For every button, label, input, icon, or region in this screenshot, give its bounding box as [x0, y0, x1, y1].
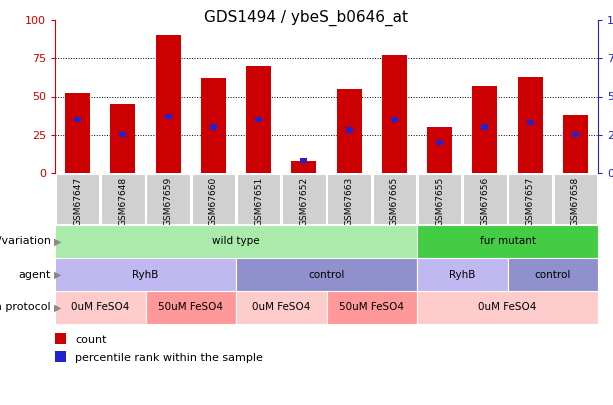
FancyBboxPatch shape — [101, 174, 145, 224]
Bar — [481, 124, 489, 130]
Text: GSM67651: GSM67651 — [254, 177, 263, 226]
Text: ▶: ▶ — [54, 237, 61, 247]
Bar — [65, 94, 90, 173]
FancyBboxPatch shape — [236, 258, 417, 291]
Text: ▶: ▶ — [54, 303, 61, 313]
FancyBboxPatch shape — [192, 174, 235, 224]
FancyBboxPatch shape — [145, 291, 236, 324]
Text: 0uM FeSO4: 0uM FeSO4 — [252, 303, 310, 313]
Bar — [165, 114, 172, 119]
Text: 50uM FeSO4: 50uM FeSO4 — [158, 303, 223, 313]
Text: GSM67665: GSM67665 — [390, 177, 399, 226]
Bar — [300, 158, 307, 164]
Bar — [255, 117, 262, 122]
Text: count: count — [75, 335, 107, 345]
FancyBboxPatch shape — [55, 258, 236, 291]
Bar — [120, 132, 126, 137]
Text: 50uM FeSO4: 50uM FeSO4 — [339, 303, 404, 313]
Text: GSM67663: GSM67663 — [345, 177, 354, 226]
FancyBboxPatch shape — [508, 174, 552, 224]
Bar — [346, 128, 352, 133]
Bar — [201, 78, 226, 173]
FancyBboxPatch shape — [55, 225, 417, 258]
FancyBboxPatch shape — [55, 291, 145, 324]
Bar — [436, 140, 443, 145]
Text: GSM67655: GSM67655 — [435, 177, 444, 226]
Bar — [518, 77, 543, 173]
Text: GSM67659: GSM67659 — [164, 177, 173, 226]
Text: control: control — [535, 269, 571, 279]
Text: RyhB: RyhB — [449, 269, 476, 279]
Bar — [391, 117, 398, 122]
Bar — [156, 35, 181, 173]
Bar — [110, 104, 135, 173]
FancyBboxPatch shape — [327, 174, 371, 224]
Text: GDS1494 / ybeS_b0646_at: GDS1494 / ybeS_b0646_at — [205, 10, 408, 26]
Bar — [210, 124, 217, 130]
Bar — [563, 115, 588, 173]
Bar — [473, 86, 497, 173]
Text: growth protocol: growth protocol — [0, 303, 51, 313]
Text: GSM67657: GSM67657 — [525, 177, 535, 226]
Text: GSM67658: GSM67658 — [571, 177, 580, 226]
Bar — [337, 89, 362, 173]
Text: 0uM FeSO4: 0uM FeSO4 — [478, 303, 537, 313]
Text: agent: agent — [18, 269, 51, 279]
Text: control: control — [308, 269, 345, 279]
Bar — [427, 127, 452, 173]
Text: genotype/variation: genotype/variation — [0, 237, 51, 247]
FancyBboxPatch shape — [56, 174, 99, 224]
FancyBboxPatch shape — [237, 174, 280, 224]
Bar — [74, 117, 81, 122]
Text: percentile rank within the sample: percentile rank within the sample — [75, 353, 263, 363]
Text: 0uM FeSO4: 0uM FeSO4 — [71, 303, 129, 313]
FancyBboxPatch shape — [327, 291, 417, 324]
FancyBboxPatch shape — [373, 174, 416, 224]
FancyBboxPatch shape — [147, 174, 190, 224]
FancyBboxPatch shape — [417, 291, 598, 324]
FancyBboxPatch shape — [508, 258, 598, 291]
Bar — [527, 120, 533, 125]
Text: ▶: ▶ — [54, 269, 61, 279]
Bar — [382, 55, 407, 173]
FancyBboxPatch shape — [417, 258, 508, 291]
Text: GSM67647: GSM67647 — [73, 177, 82, 226]
Bar — [291, 161, 316, 173]
Bar — [572, 132, 579, 137]
FancyBboxPatch shape — [282, 174, 326, 224]
FancyBboxPatch shape — [417, 225, 598, 258]
FancyBboxPatch shape — [236, 291, 327, 324]
Text: GSM67652: GSM67652 — [299, 177, 308, 226]
Text: GSM67648: GSM67648 — [118, 177, 128, 226]
Text: fur mutant: fur mutant — [479, 237, 536, 247]
Bar — [246, 66, 271, 173]
FancyBboxPatch shape — [463, 174, 506, 224]
Text: GSM67660: GSM67660 — [209, 177, 218, 226]
Text: GSM67656: GSM67656 — [481, 177, 489, 226]
Text: wild type: wild type — [212, 237, 260, 247]
Text: RyhB: RyhB — [132, 269, 159, 279]
FancyBboxPatch shape — [554, 174, 597, 224]
FancyBboxPatch shape — [418, 174, 462, 224]
